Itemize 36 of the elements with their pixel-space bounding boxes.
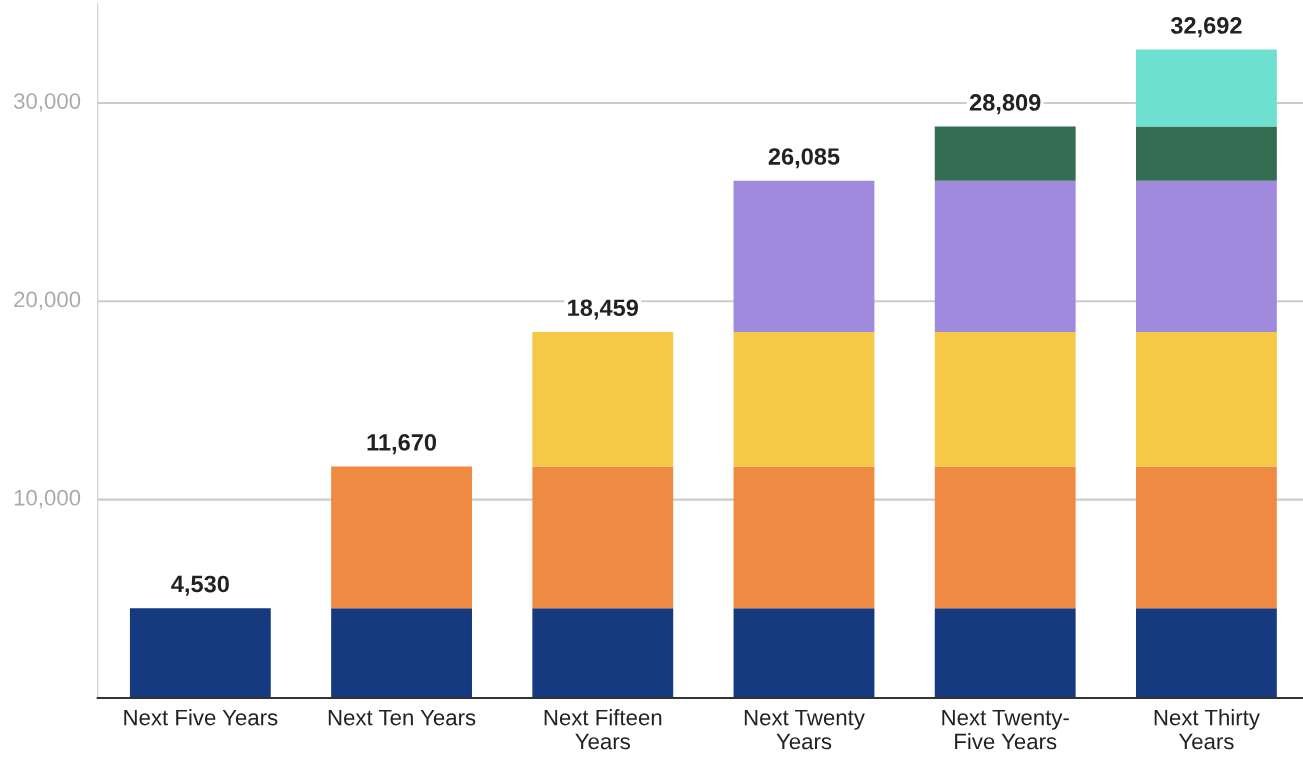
total-label: 26,085 [768,148,840,169]
bar [733,180,875,332]
bar [1135,608,1277,698]
y-tick-label: 30,000 [13,93,81,112]
bar [331,608,472,698]
bar [934,608,1076,698]
total-label: 11,670 [367,434,437,455]
bar [733,608,875,698]
bar [1135,126,1277,181]
bar [129,608,271,698]
bar [934,180,1076,332]
bar [1135,466,1277,609]
bar [733,331,875,467]
bar [934,466,1076,609]
total-label: 4,530 [171,575,229,596]
x-tick-label: Next Thirty Years [1154,709,1260,750]
bar [1135,49,1277,127]
total-label: 18,459 [568,299,639,320]
bar [331,466,472,609]
x-tick-label: Next Twenty- Five Years [942,709,1069,750]
y-tick-label: 10,000 [14,489,81,509]
x-tick-label: Next Five Years [124,709,278,726]
x-tick-label: Next Fifteen Years [544,709,662,750]
x-tick-label: Next Twenty Years [744,709,865,750]
bar [934,126,1076,181]
bar [532,608,674,698]
bar [934,331,1076,467]
bar [733,466,875,609]
total-label: 28,809 [969,94,1041,115]
x-tick-label: Next Ten Years [328,709,476,726]
y-tick-label: 20,000 [14,291,81,310]
bar [1135,331,1277,467]
bar [532,466,674,609]
total-label: 32,692 [1170,17,1242,38]
bar [532,331,674,467]
bar [1135,180,1277,332]
